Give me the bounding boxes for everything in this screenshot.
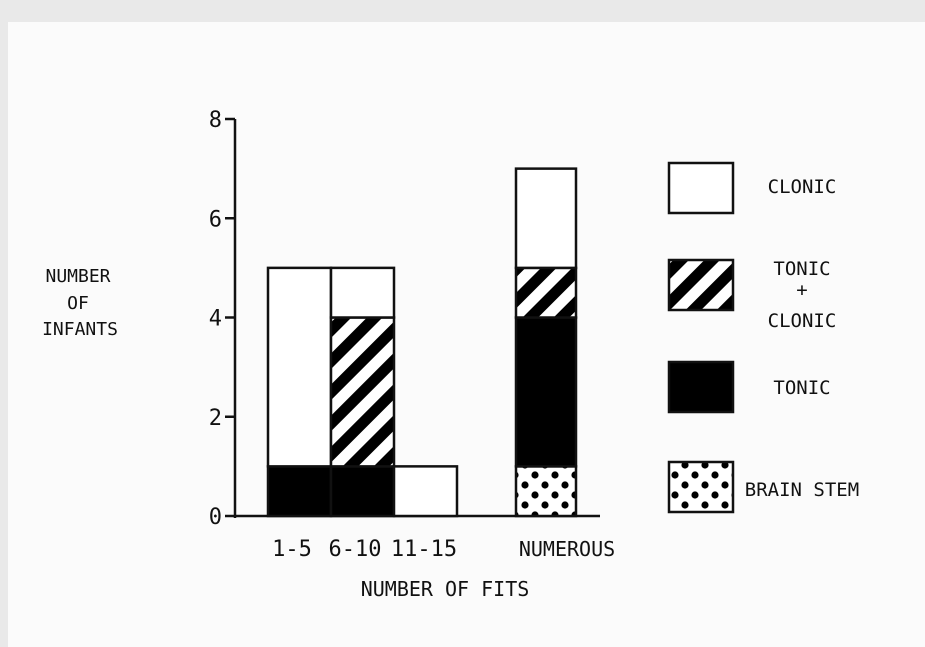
bar-segment-clonic-2 (392, 465, 459, 518)
y-tick-label: 8 (209, 108, 222, 133)
paper-sheet (8, 22, 925, 647)
legend-swatch-tonic-clonic (667, 258, 735, 312)
bar-segment-tonic-clonic-3 (514, 266, 578, 319)
x-category-label: 6-10 (329, 537, 382, 562)
x-category-label: 11-15 (391, 537, 457, 562)
y-tick-label: 0 (209, 505, 222, 530)
y-tick-label: 2 (209, 406, 222, 431)
y-axis-title-line: INFANTS (42, 319, 118, 340)
bar-segment-brain-stem-3 (514, 465, 578, 518)
legend-label: CLONIC (768, 310, 837, 332)
x-category-label: NUMEROUS (519, 537, 615, 561)
legend-label: TONIC (773, 377, 830, 399)
bars-group (266, 167, 578, 518)
y-axis-title-line: OF (67, 293, 89, 314)
labels-group: 1-5 6-10 11-15 NUMEROUS NUMBER OF FITS NUMBER… (42, 266, 615, 601)
bar-segment-tonic-0 (266, 465, 333, 518)
bar-segment-clonic-0 (266, 266, 333, 468)
bar-segment-tonic-clonic-1 (329, 316, 396, 468)
bar-segment-clonic-3 (514, 167, 578, 270)
legend-label: TONIC (773, 258, 830, 280)
x-axis-title: NUMBER OF FITS (361, 577, 530, 601)
bar-segment-tonic-1 (329, 465, 396, 518)
legend-label: CLONIC (768, 176, 837, 198)
legend-swatch-brain-stem (667, 460, 735, 514)
y-axis-title-line: NUMBER (45, 266, 110, 287)
bar-segment-clonic-1 (329, 266, 396, 319)
y-tick-label: 6 (209, 207, 222, 232)
legend-label: BRAIN STEM (745, 479, 859, 501)
legend-swatch-clonic (667, 161, 735, 215)
bar-segment-tonic-3 (514, 316, 578, 468)
y-tick-label: 4 (209, 307, 222, 332)
x-category-label: 1-5 (272, 537, 312, 562)
legend-swatch-tonic (667, 360, 735, 414)
legend-label: + (796, 279, 807, 301)
